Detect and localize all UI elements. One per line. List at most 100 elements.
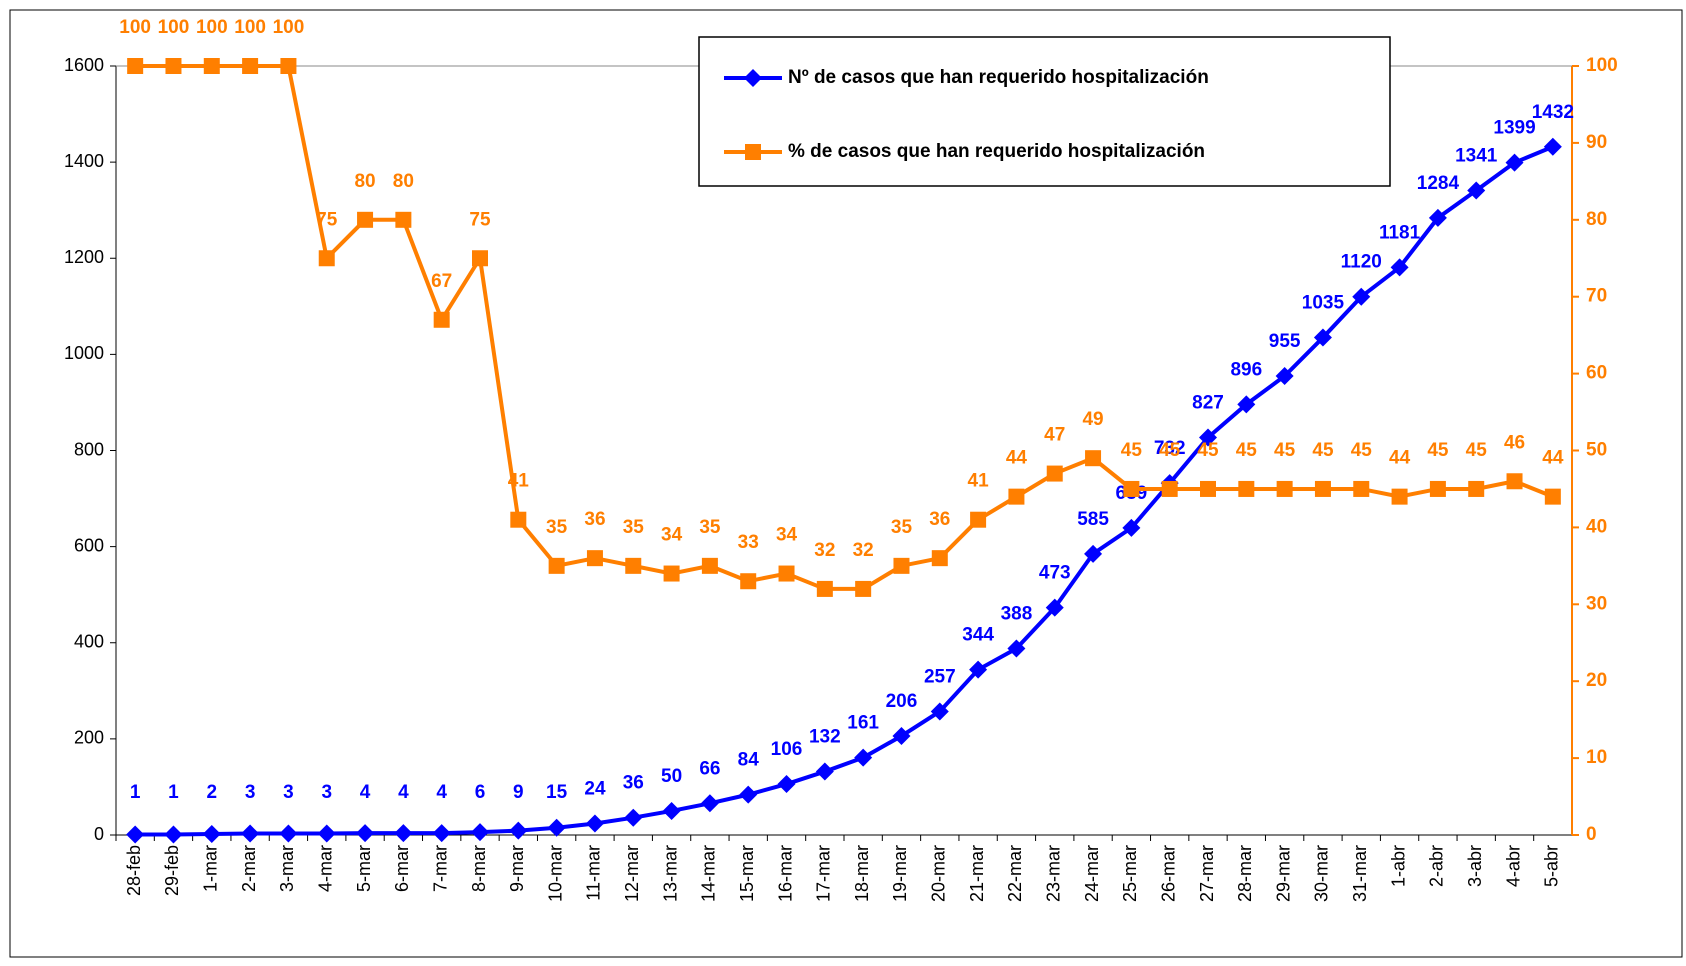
y2-tick-label: 30	[1586, 593, 1607, 614]
x-tick-label: 10-mar	[545, 845, 565, 902]
point	[1085, 450, 1102, 467]
data-label: 161	[847, 713, 879, 734]
data-label: 896	[1230, 359, 1262, 380]
x-tick-label: 15-mar	[737, 845, 757, 902]
point	[510, 511, 527, 528]
data-label: 100	[196, 17, 228, 38]
y2-tick-label: 50	[1586, 440, 1607, 461]
y2-tick-label: 70	[1586, 286, 1607, 307]
point	[472, 250, 488, 267]
data-label: 1	[130, 782, 141, 803]
point	[165, 58, 182, 74]
y-tick-label: 600	[74, 535, 104, 555]
data-label: 45	[1466, 440, 1488, 461]
data-label: 3	[283, 782, 294, 803]
x-tick-label: 26-mar	[1158, 845, 1178, 902]
x-tick-label: 25-mar	[1120, 845, 1140, 902]
y2-tick-label: 90	[1586, 132, 1607, 153]
legend-label: % de casos que han requerido hospitaliza…	[788, 141, 1205, 162]
data-label: 9	[513, 782, 524, 803]
legend-marker	[744, 69, 762, 87]
point	[778, 565, 795, 582]
legend-label: Nº de casos que han requerido hospitaliz…	[788, 67, 1209, 88]
point	[739, 785, 758, 804]
point	[1544, 488, 1561, 505]
data-label: 44	[1006, 448, 1028, 469]
data-label: 66	[699, 758, 720, 779]
data-label: 24	[584, 778, 606, 799]
point	[1314, 480, 1331, 497]
data-label: 585	[1077, 509, 1109, 530]
data-label: 388	[1001, 604, 1033, 625]
data-label: 80	[393, 171, 414, 192]
point	[279, 824, 298, 843]
data-label: 6	[475, 782, 486, 803]
data-label: 1284	[1417, 173, 1460, 194]
y-tick-label: 1600	[64, 55, 104, 75]
point	[970, 511, 987, 528]
point	[625, 557, 642, 574]
point	[242, 58, 259, 74]
point	[1045, 598, 1064, 617]
point	[855, 580, 872, 597]
x-tick-label: 13-mar	[660, 845, 680, 902]
point	[700, 794, 719, 813]
point	[1468, 480, 1485, 497]
point	[1391, 488, 1408, 505]
data-label: 257	[924, 666, 956, 687]
point	[854, 748, 873, 767]
data-label: 1181	[1379, 222, 1421, 243]
data-label: 47	[1044, 425, 1065, 446]
point	[816, 580, 833, 597]
point	[395, 211, 412, 228]
data-label: 34	[776, 525, 798, 546]
y-tick-label: 1200	[64, 247, 104, 267]
data-label: 4	[436, 782, 447, 803]
data-label: 45	[1236, 440, 1258, 461]
x-tick-label: 29-mar	[1273, 845, 1293, 902]
data-label: 1035	[1302, 293, 1345, 314]
point	[1238, 480, 1255, 497]
x-tick-label: 11-mar	[584, 845, 604, 901]
x-tick-label: 28-feb	[124, 845, 144, 896]
data-label: 1	[168, 782, 179, 803]
data-label: 1120	[1341, 252, 1382, 273]
x-tick-label: 4-mar	[315, 845, 335, 892]
point	[969, 660, 988, 679]
data-label: 4	[398, 782, 409, 803]
x-tick-label: 19-mar	[890, 845, 910, 902]
x-tick-label: 23-mar	[1043, 845, 1063, 902]
y2-tick-label: 40	[1586, 516, 1607, 537]
data-label: 2	[207, 782, 218, 803]
point	[1199, 428, 1217, 447]
data-label: 3	[321, 782, 332, 803]
point	[662, 801, 681, 820]
data-label: 36	[929, 509, 950, 530]
x-tick-label: 18-mar	[852, 845, 872, 902]
point	[509, 821, 528, 840]
point	[433, 311, 450, 328]
data-label: 1341	[1455, 145, 1498, 166]
x-tick-label: 24-mar	[1082, 845, 1102, 902]
point	[740, 573, 757, 590]
data-label: 15	[546, 782, 568, 803]
data-label: 1399	[1493, 118, 1535, 139]
data-label: 34	[661, 525, 683, 546]
y2-tick-label: 20	[1586, 670, 1607, 691]
point	[931, 550, 948, 567]
data-label: 45	[1159, 440, 1181, 461]
x-tick-label: 5-mar	[354, 845, 374, 892]
legend: Nº de casos que han requerido hospitaliz…	[698, 36, 1391, 187]
point	[1007, 639, 1026, 658]
data-label: 32	[814, 540, 835, 561]
data-label: 46	[1504, 432, 1525, 453]
x-tick-label: 3-mar	[277, 845, 297, 892]
data-label: 45	[1197, 440, 1219, 461]
y-tick-label: 1400	[64, 151, 104, 171]
point	[1008, 488, 1025, 505]
point	[1313, 328, 1332, 347]
point	[357, 211, 374, 228]
x-tick-label: 31-mar	[1350, 845, 1370, 902]
point	[624, 808, 643, 827]
